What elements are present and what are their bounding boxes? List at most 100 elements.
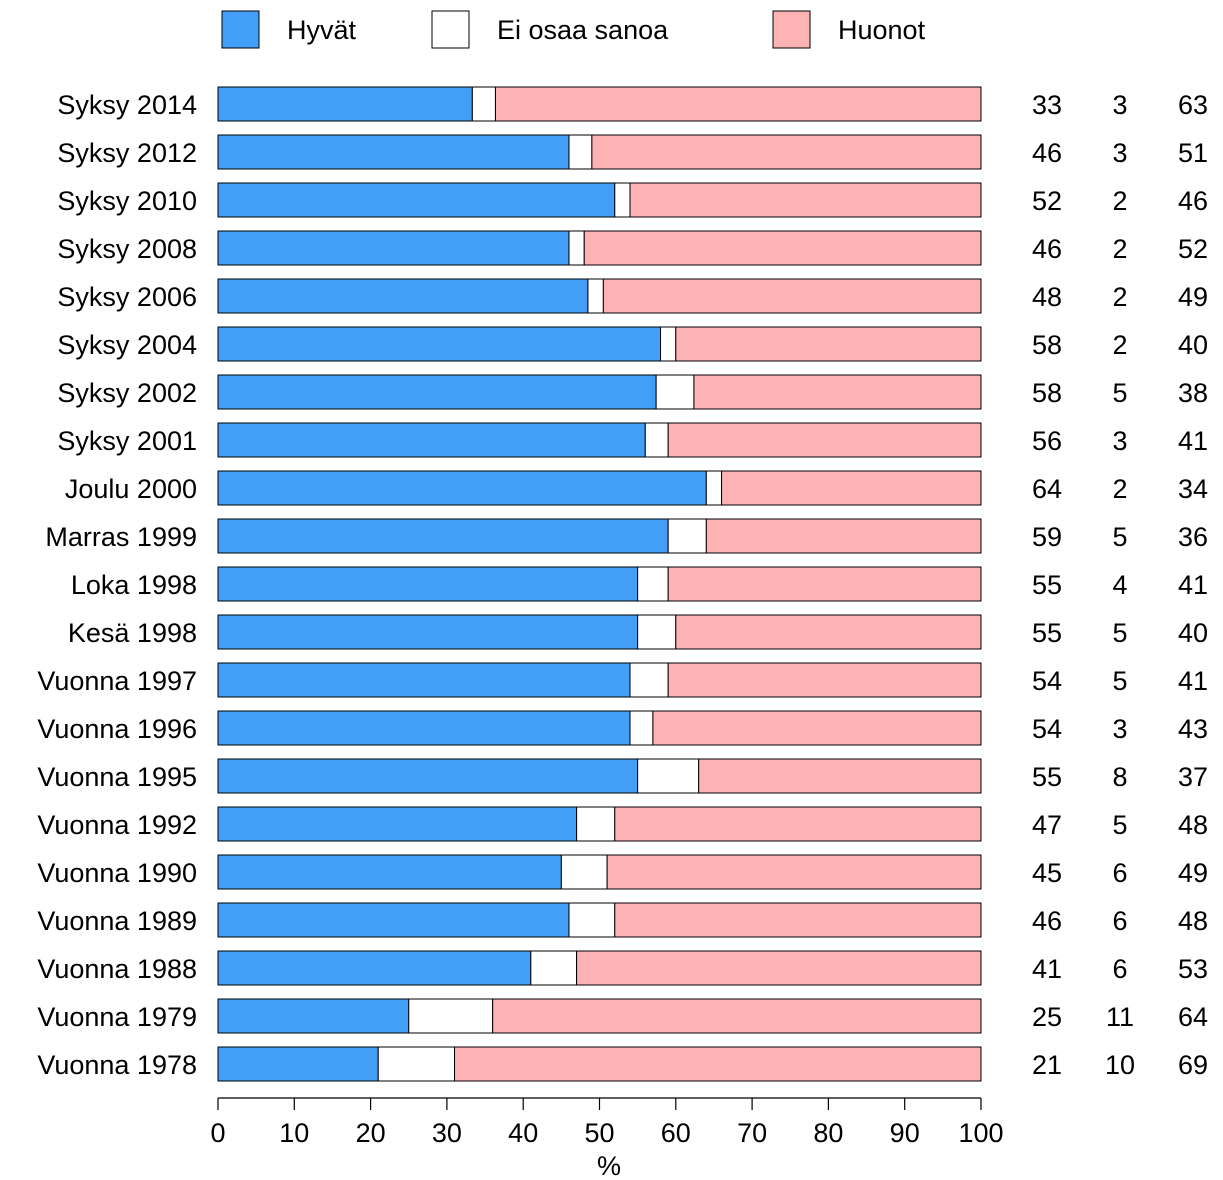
- bar-segment: [494, 86, 982, 122]
- value-label: 48: [1178, 906, 1208, 936]
- bar-segment: [667, 662, 982, 698]
- bar-segment: [652, 710, 982, 746]
- bar-segment: [217, 710, 631, 746]
- x-tick-label: 0: [210, 1118, 225, 1148]
- category-label: Syksy 2012: [57, 138, 197, 168]
- value-label: 41: [1178, 426, 1208, 456]
- bar-segment: [217, 806, 578, 842]
- bars: [217, 86, 982, 1082]
- bar-segment: [217, 374, 657, 410]
- bar-segment: [705, 470, 723, 506]
- value-label: 6: [1112, 906, 1127, 936]
- value-label: 3: [1112, 714, 1127, 744]
- category-label: Vuonna 1996: [37, 714, 197, 744]
- bar-segment: [408, 998, 494, 1034]
- bar-segment: [591, 134, 982, 170]
- value-label: 69: [1178, 1050, 1208, 1080]
- bar-segment: [614, 902, 982, 938]
- value-label: 63: [1178, 90, 1208, 120]
- category-label: Vuonna 1995: [37, 762, 197, 792]
- bar-segment: [217, 854, 562, 890]
- value-label: 5: [1112, 618, 1127, 648]
- bar-segment: [721, 470, 982, 506]
- bar-segment: [576, 806, 616, 842]
- bar-segment: [377, 1046, 456, 1082]
- bar-segment: [629, 182, 982, 218]
- bar-segment: [660, 326, 677, 362]
- bar-segment: [217, 422, 646, 458]
- legend-label: Huonot: [838, 15, 926, 45]
- bar-segment: [560, 854, 608, 890]
- x-tick-label: 80: [813, 1118, 843, 1148]
- bar-segment: [217, 86, 473, 122]
- bar-segment: [667, 566, 982, 602]
- bar-segment: [602, 278, 982, 314]
- x-tick-label: 10: [279, 1118, 309, 1148]
- value-label: 3: [1112, 138, 1127, 168]
- bar-segment: [217, 230, 570, 266]
- value-label: 46: [1032, 234, 1062, 264]
- value-label: 3: [1112, 426, 1127, 456]
- category-labels: Syksy 2014 Syksy 2012 Syksy 2010 Syksy 2008…: [37, 90, 197, 1080]
- bar-segment: [568, 134, 593, 170]
- bar-segment: [655, 374, 695, 410]
- value-label: 37: [1178, 762, 1208, 792]
- bar-segment: [471, 86, 496, 122]
- value-label: 40: [1178, 618, 1208, 648]
- legend-label: Hyvät: [287, 15, 357, 45]
- value-label: 48: [1178, 810, 1208, 840]
- value-label: 58: [1032, 330, 1062, 360]
- value-label: 55: [1032, 762, 1062, 792]
- value-label: 5: [1112, 378, 1127, 408]
- value-label: 33: [1032, 90, 1062, 120]
- value-label: 2: [1112, 234, 1127, 264]
- bar-segment: [217, 950, 532, 986]
- bar-segment: [217, 614, 639, 650]
- category-label: Vuonna 1988: [37, 954, 197, 984]
- bar-segment: [217, 278, 589, 314]
- bar-segment: [530, 950, 578, 986]
- category-label: Joulu 2000: [65, 474, 197, 504]
- bar-segment: [637, 758, 700, 794]
- value-label: 47: [1032, 810, 1062, 840]
- bar-segment: [629, 662, 669, 698]
- bar-segment: [217, 902, 570, 938]
- value-label: 2: [1112, 282, 1127, 312]
- value-label: 52: [1178, 234, 1208, 264]
- value-label: 40: [1178, 330, 1208, 360]
- value-label: 8: [1112, 762, 1127, 792]
- value-label: 55: [1032, 570, 1062, 600]
- value-label: 41: [1178, 666, 1208, 696]
- category-label: Syksy 2006: [57, 282, 197, 312]
- value-label: 25: [1032, 1002, 1062, 1032]
- value-label: 49: [1178, 858, 1208, 888]
- value-label: 2: [1112, 186, 1127, 216]
- category-label: Vuonna 1989: [37, 906, 197, 936]
- value-label: 6: [1112, 858, 1127, 888]
- bar-segment: [614, 806, 982, 842]
- x-tick-label: 20: [356, 1118, 386, 1148]
- value-label: 4: [1112, 570, 1127, 600]
- bar-segment: [217, 182, 616, 218]
- value-label: 53: [1178, 954, 1208, 984]
- bar-segment: [675, 614, 982, 650]
- bar-segment: [698, 758, 982, 794]
- x-tick-label: 90: [890, 1118, 920, 1148]
- bar-segment: [217, 518, 669, 554]
- value-label: 41: [1178, 570, 1208, 600]
- value-label: 2: [1112, 474, 1127, 504]
- value-label: 21: [1032, 1050, 1062, 1080]
- category-label: Syksy 2002: [57, 378, 197, 408]
- bar-segment: [217, 326, 662, 362]
- value-label: 46: [1032, 138, 1062, 168]
- value-label: 49: [1178, 282, 1208, 312]
- category-label: Vuonna 1992: [37, 810, 197, 840]
- category-label: Loka 1998: [71, 570, 197, 600]
- bar-segment: [606, 854, 982, 890]
- x-tick-label: 60: [661, 1118, 691, 1148]
- value-label: 45: [1032, 858, 1062, 888]
- value-label: 36: [1178, 522, 1208, 552]
- bar-segment: [217, 662, 631, 698]
- category-label: Vuonna 1979: [37, 1002, 197, 1032]
- x-axis-title: %: [597, 1151, 621, 1180]
